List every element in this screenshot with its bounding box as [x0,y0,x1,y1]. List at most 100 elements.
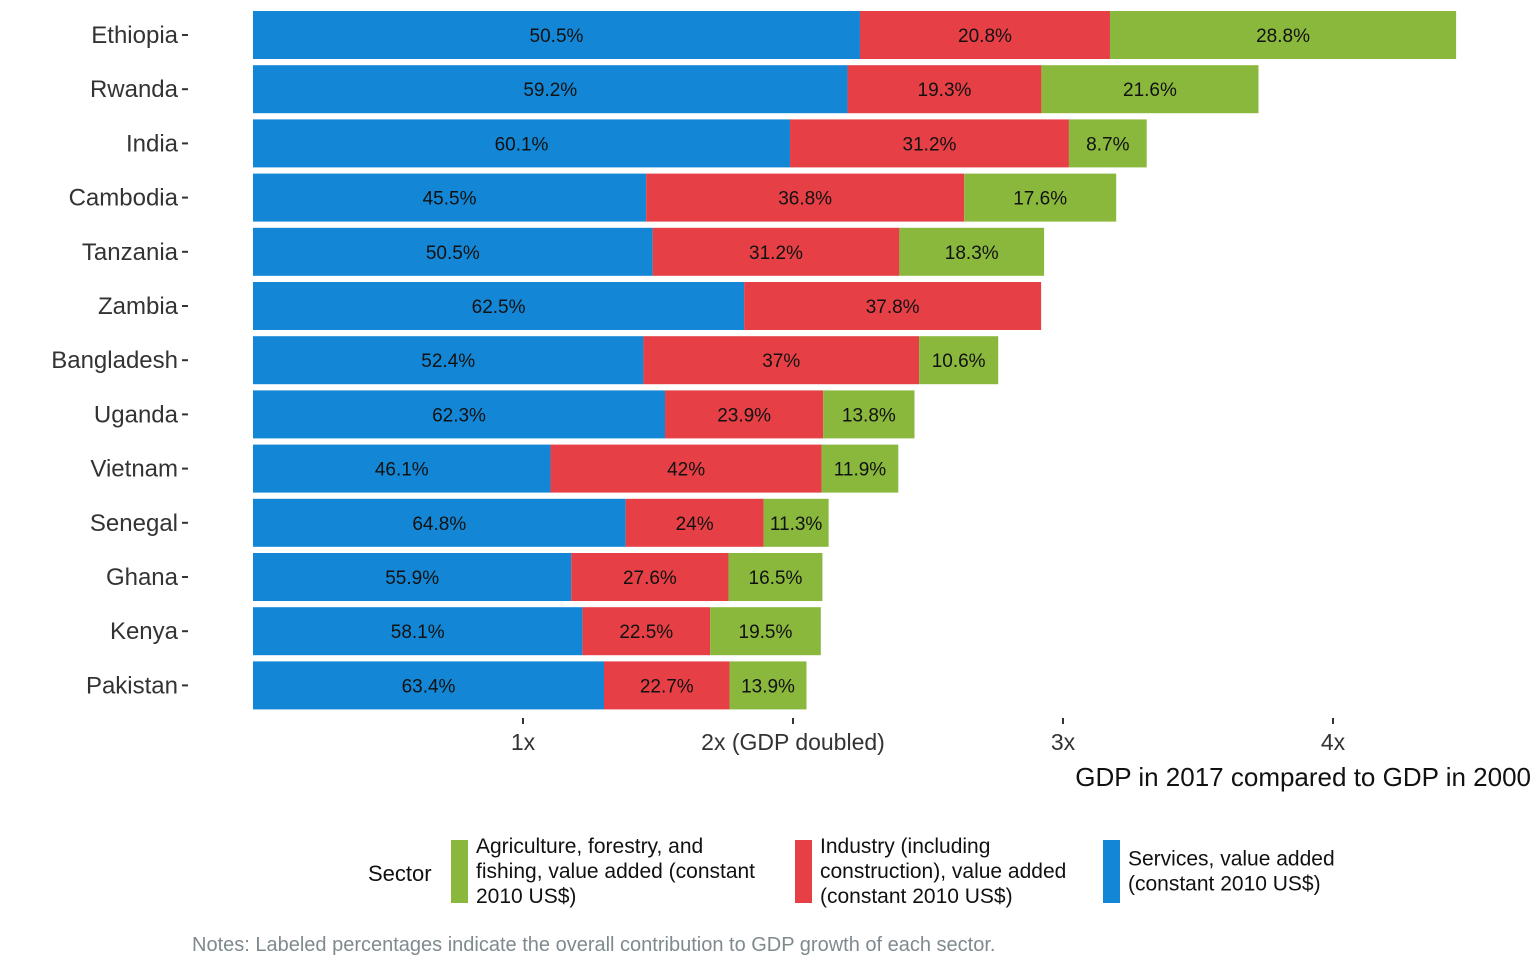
data-label: 13.9% [741,676,795,697]
data-label: 8.7% [1086,134,1129,155]
legend-label: (constant 2010 US$) [1128,873,1321,896]
data-label: 31.2% [749,243,803,264]
data-label: 63.4% [402,676,456,697]
legend-label: Services, value added [1128,848,1335,871]
bar-segment [1068,119,1147,168]
bar-segment [1041,65,1259,114]
data-label: 19.3% [918,80,972,101]
data-label: 59.2% [523,80,577,101]
category-axis: Ethiopia Rwanda India Cambodia Tanzania Zambi… [51,22,188,699]
bar-segment [253,607,583,656]
data-label: 60.1% [495,134,549,155]
bar-segment [253,11,860,59]
bar-segment [652,227,900,276]
data-label: 45.5% [423,189,477,210]
bar-segment [899,227,1045,276]
data-label: 28.8% [1256,26,1310,47]
data-label: 46.1% [375,460,429,481]
data-label: 11.9% [834,460,887,481]
legend-label: Industry (including [820,835,990,858]
data-label: 13.8% [842,405,896,426]
legend-label: (constant 2010 US$) [820,885,1013,908]
chart-note: Notes: Labeled percentages indicate the … [192,934,995,956]
category-label: Tanzania [82,239,179,266]
bar-segment [729,661,807,710]
legend-label: 2010 US$) [476,885,576,908]
category-label: Senegal [90,510,178,537]
bar-segment [821,444,899,493]
bar-segment [919,336,999,385]
bar-segment [728,553,823,601]
category-label: Ethiopia [91,22,178,49]
bar-segment [643,336,920,385]
data-label: 62.3% [432,405,486,426]
bar-segment [253,119,791,168]
data-label: 52.4% [421,351,475,372]
data-label: 11.3% [770,514,823,535]
data-label: 23.9% [717,405,771,426]
legend-key [795,840,812,903]
data-label: 27.6% [623,568,677,589]
bar-segment [744,282,1042,330]
data-label: 62.5% [472,297,526,318]
bar-segment [790,119,1069,168]
bar-segment [1109,11,1457,59]
bar-segment [763,498,829,547]
legend-key [1103,840,1120,903]
bar-segment [604,661,730,710]
data-label: 10.6% [932,351,986,372]
data-label: 37.8% [866,297,920,318]
bar-segment [550,444,822,493]
bar-segment [710,607,821,656]
legend-label: Agriculture, forestry, and [476,835,703,858]
category-label: Zambia [98,293,179,320]
bar-segment [253,498,626,547]
data-label: 50.5% [530,26,584,47]
bar-segment [253,390,666,439]
category-label: Vietnam [90,456,178,483]
data-label: 50.5% [426,243,480,264]
bar-segment [646,173,965,222]
bar-segment [253,227,653,276]
x-tick-label: 1x [511,729,536,755]
data-label: 22.5% [619,622,673,643]
data-label: 19.5% [739,622,793,643]
bar-segment [253,173,647,222]
data-label: 42% [667,460,705,481]
bar-segment [253,65,848,114]
bar-segment [253,282,745,330]
bar-segment [253,661,604,710]
x-tick-label: 3x [1051,729,1076,755]
x-axis-title: GDP in 2017 compared to GDP in 2000 [1075,762,1531,792]
x-tick-label: 4x [1321,729,1346,755]
bar-segment [823,390,915,439]
data-label: 58.1% [391,622,445,643]
legend-label: fishing, value added (constant [476,860,755,883]
data-label: 37% [762,351,800,372]
data-label: 22.7% [640,676,694,697]
category-label: Bangladesh [51,347,178,374]
category-label: Rwanda [90,76,179,103]
data-label: 31.2% [903,134,957,155]
x-axis: 1x 2x (GDP doubled) 3x 4x [511,718,1346,755]
bar-segment [964,173,1117,222]
data-label: 64.8% [412,514,466,535]
legend-title: Sector [368,861,432,886]
legend-key [451,840,468,903]
bar-segment [253,336,644,385]
bar-segment [859,11,1110,59]
legend: Sector Agriculture, forestry, andfishing… [368,835,1335,908]
category-label: Cambodia [69,185,179,212]
bar-segment [582,607,711,656]
data-label: 16.5% [749,568,803,589]
bar-segment [665,390,824,439]
category-label: Pakistan [86,672,178,699]
legend-label: construction), value added [820,860,1066,883]
x-tick-label: 2x (GDP doubled) [701,729,885,755]
data-label: 55.9% [385,568,439,589]
category-label: Uganda [94,401,179,428]
bar-segment [625,498,764,547]
bar-segment [253,444,551,493]
bars-layer: 50.5% 20.8% 28.8% 59.2% 19.3% 21.6% 60.1% 31.2%… [253,11,1457,710]
